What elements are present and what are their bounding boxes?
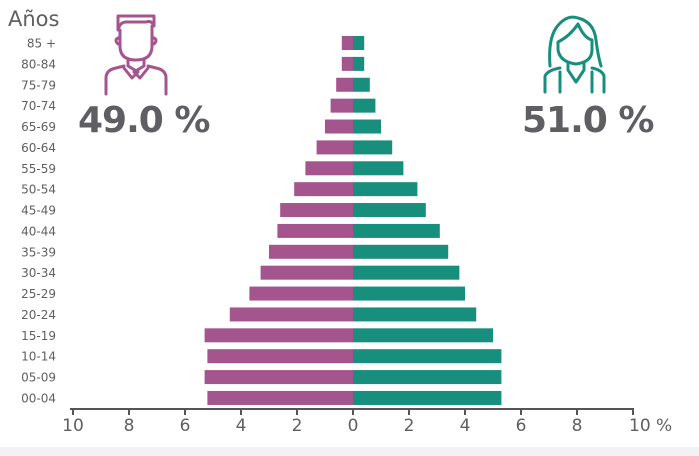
age-label: 85 + [27,37,56,51]
x-tick-label: 6 [180,416,191,436]
male-bar [294,182,353,197]
male-bar [325,119,353,134]
male-bar [204,328,353,343]
x-tick-label: 4 [236,416,247,436]
female-bar [353,98,376,113]
male-bar [269,244,353,259]
age-label: 30-34 [21,266,56,280]
x-tick-label: 8 [124,416,135,436]
age-label: 50-54 [21,183,56,197]
age-label: 10-14 [21,350,56,364]
x-tick-label: 4 [460,416,471,436]
female-bar [353,307,477,322]
age-label: 70-74 [21,99,56,113]
age-label: 65-69 [21,120,56,134]
male-bar [280,203,353,218]
male-bar [207,349,353,364]
age-label: 45-49 [21,204,56,218]
age-label: 80-84 [21,57,56,71]
age-label: 20-24 [21,308,56,322]
male-bar [336,77,353,92]
x-tick-label: 10 % [629,416,672,436]
age-label: 40-44 [21,224,56,238]
male-bar [330,98,353,113]
age-label: 75-79 [21,78,56,92]
age-label: 25-29 [21,287,56,301]
age-label: 05-09 [21,371,56,385]
male-bar [229,307,353,322]
female-bar [353,286,465,301]
x-tick-label: 6 [516,416,527,436]
female-bar [353,390,502,405]
female-bar [353,370,502,385]
age-label: 35-39 [21,245,56,259]
female-percent: 51.0 % [522,100,654,141]
y-axis-label: Años [8,7,59,31]
female-bar [353,223,440,238]
male-bar [316,140,353,155]
male-bar [341,36,353,50]
age-label: 00-04 [21,391,56,405]
male-bar [204,370,353,385]
x-tick-label: 2 [404,416,415,436]
female-bar [353,77,370,92]
male-percent: 49.0 % [78,100,210,141]
man-icon [104,14,168,96]
female-bar [353,244,449,259]
female-bar [353,203,426,218]
age-label: 60-64 [21,141,56,155]
female-bar [353,349,502,364]
female-bar [353,56,365,71]
female-bar [353,119,381,134]
footer-band [0,447,699,456]
female-bar [353,182,418,197]
woman-icon [543,15,606,94]
female-bar [353,140,393,155]
male-bar [249,286,353,301]
male-bar [207,390,353,405]
age-label: 15-19 [21,329,56,343]
female-bar [353,328,493,343]
female-bar [353,265,460,280]
male-bar [305,161,353,176]
x-tick-label: 10 [62,416,84,436]
male-bar [341,56,353,71]
female-bar [353,36,365,50]
x-tick-label: 2 [292,416,303,436]
male-bar [260,265,353,280]
x-tick-label: 8 [572,416,583,436]
male-bar [277,223,353,238]
female-bar [353,161,404,176]
age-label: 55-59 [21,162,56,176]
x-tick-label: 0 [348,416,359,436]
